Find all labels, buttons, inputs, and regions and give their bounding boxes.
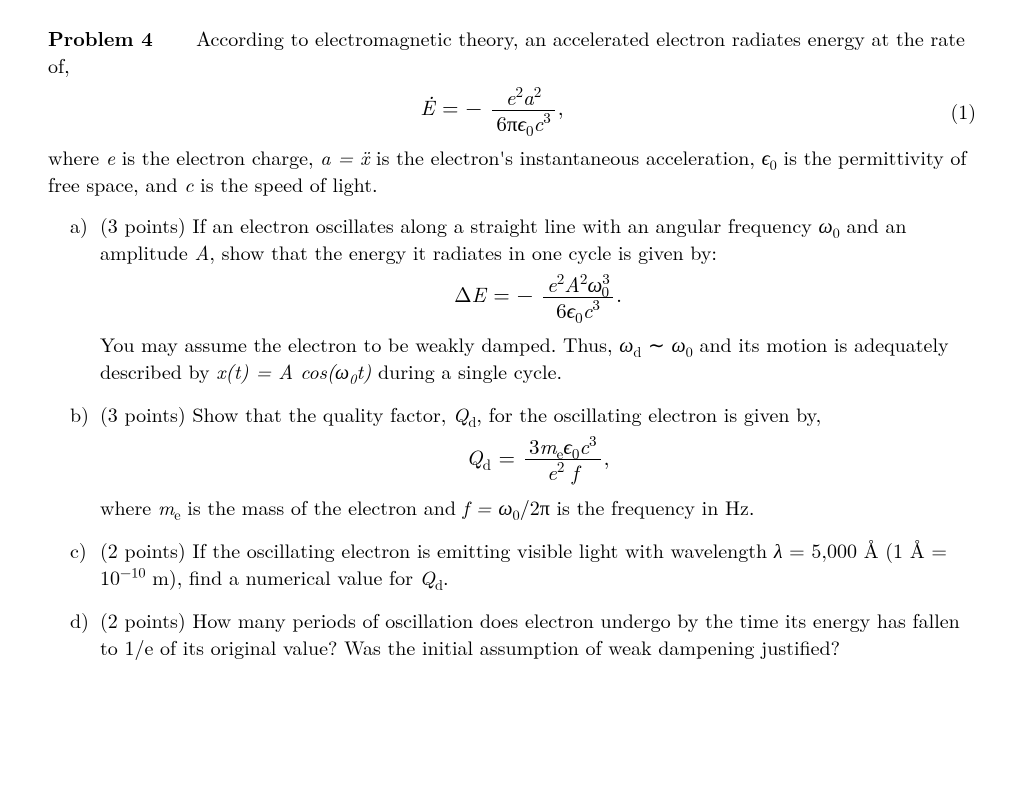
part-b-text2: , for the oscillating electron is given …	[476, 399, 821, 428]
part-c-lambda: λ	[774, 535, 783, 564]
part-b-text3-wsub: 0	[513, 505, 520, 525]
eq1-den-c-sup: 3	[543, 107, 551, 128]
part-a-text4pre: You may assume the electron to be weakly…	[100, 329, 619, 358]
eq-a-den-6: 6	[556, 295, 567, 325]
part-a: a) (3 points) If an electron oscillates …	[70, 211, 976, 400]
part-a-omega-sub: 0	[833, 223, 840, 243]
eq-b-num-c-sup: 3	[589, 430, 597, 451]
intro2-mid2: is the electron's instantaneous accelera…	[369, 142, 761, 171]
eq1-num-a-sup: 2	[534, 81, 542, 102]
part-b: b) (3 points) Show that the quality fact…	[70, 400, 976, 535]
part-d-points: (2 points)	[100, 605, 186, 634]
part-b-over2pi: /2π	[520, 492, 550, 521]
equation-1-number: (1)	[936, 97, 976, 124]
eq-b-lhs-Q-sub: d	[483, 454, 491, 475]
part-b-Qd: Q	[453, 399, 468, 428]
part-c-text2: , find a numerical value for	[177, 562, 420, 591]
part-a-text1: If an electron oscillates along a straig…	[186, 210, 819, 239]
part-d: d) (2 points) How many periods of oscill…	[70, 606, 976, 676]
intro-text-2: where e is the electron charge, a = ẍ is…	[48, 143, 976, 197]
part-b-text1: Show that the quality factor,	[186, 399, 453, 428]
eq-a-den-c: c	[583, 295, 593, 325]
eq1-comma: ,	[558, 92, 564, 122]
eq-b-den-f: f	[564, 457, 578, 487]
eq1-lhs: Ė	[420, 92, 434, 122]
part-d-one-over-e: 1/e	[124, 632, 153, 661]
part-a-text4end: during a single cycle.	[371, 356, 562, 385]
intro2-aeq: a = ẍ	[320, 142, 369, 171]
part-c-paren-open: (1	[879, 535, 910, 564]
part-a-amp: A	[194, 237, 209, 266]
eq1-den-eps: ϵ	[517, 108, 525, 138]
part-a-note: You may assume the electron to be weakly…	[100, 330, 976, 384]
intro2-eps-sub: 0	[770, 155, 777, 175]
part-c-ang2: Å	[910, 535, 925, 564]
part-a-points: (3 points)	[100, 210, 186, 239]
part-a-wd: ω	[619, 329, 633, 358]
eq-a-num-w-sub: 0	[602, 281, 610, 302]
intro2-mid1: is the electron charge,	[115, 142, 320, 171]
eq-a-period: .	[616, 279, 622, 309]
part-b-text3end: is the frequency in Hz.	[550, 492, 755, 521]
part-b-points: (3 points)	[100, 399, 186, 428]
part-b-note: where me is the mass of the electron and…	[100, 493, 976, 520]
equation-b: Qd = 3meϵ0c3 e2 f ,	[100, 435, 976, 484]
part-a-w0-sub: 0	[686, 342, 693, 362]
eq-b-den-e: e	[547, 457, 557, 487]
part-a-label: a)	[70, 211, 88, 238]
part-c-period: .	[443, 562, 449, 591]
part-b-label: b)	[70, 400, 89, 427]
part-c-points: (2 points)	[100, 535, 186, 564]
part-b-text3pre: where	[100, 492, 158, 521]
part-d-label: d)	[70, 606, 89, 633]
eq-a-eqneg: = −	[493, 279, 540, 309]
eq-b-eq: =	[499, 442, 522, 472]
page: Problem 4 According to electromagnetic t…	[0, 0, 1024, 788]
part-d-text2: of its original value? Was the initial a…	[153, 632, 840, 661]
part-c-ang-m: m)	[146, 562, 177, 591]
part-c-label: c)	[70, 536, 87, 563]
problem-label: Problem 4	[48, 23, 153, 52]
eq-a-den-c-sup: 3	[592, 294, 600, 315]
eq1-den-c: c	[534, 108, 544, 138]
part-a-text3: , show that the energy it radiates in on…	[209, 237, 717, 266]
eq-a-den-eps-sub: 0	[575, 307, 583, 328]
part-b-me: m	[158, 492, 174, 521]
part-b-text3eq: = ω	[469, 492, 513, 521]
eq-b-comma: ,	[604, 442, 610, 472]
eq-a-den-eps: ϵ	[567, 295, 575, 325]
part-c-Qd2: Q	[420, 562, 435, 591]
eq1-den-eps-sub: 0	[526, 120, 534, 141]
part-c-angstrom: Å	[864, 535, 879, 564]
part-c: c) (2 points) If the oscillating electro…	[70, 536, 976, 606]
intro2-end: is the speed of light.	[193, 169, 377, 198]
part-a-xoft-tail: t)	[356, 356, 371, 385]
intro2-pre: where	[48, 142, 106, 171]
eq1-equals: = −	[442, 92, 482, 122]
part-a-omega: ω	[818, 210, 832, 239]
eq1-den-6pi: 6π	[496, 108, 517, 138]
part-c-Qd2-sub: d	[435, 575, 443, 595]
parts-list: a) (3 points) If an electron oscillates …	[70, 211, 976, 675]
part-a-xoft: x(t) = A cos(ω	[216, 356, 349, 385]
equation-a: ΔE = − e2A2ω30 6ϵ0c3 .	[100, 273, 976, 322]
eq-b-num-c: c	[579, 431, 589, 461]
eq-b-lhs-Q: Q	[467, 442, 483, 472]
part-b-text3mid1: is the mass of the electron and	[181, 492, 463, 521]
part-a-sim: ∼	[641, 329, 671, 358]
part-a-w0: ω	[671, 329, 685, 358]
intro2-eps: ϵ	[762, 142, 770, 171]
eq1-num-e-sup: 2	[515, 81, 523, 102]
intro2-e: e	[106, 142, 115, 171]
equation-1: Ė = − e2a2 6πϵ0c3 , (1)	[48, 86, 976, 135]
problem-intro: Problem 4 According to electromagnetic t…	[48, 24, 976, 78]
part-c-ang-exp: −10	[120, 562, 146, 582]
part-c-text1: If the oscillating electron is emitting …	[186, 535, 774, 564]
part-c-lambda-val: = 5,000	[783, 535, 864, 564]
